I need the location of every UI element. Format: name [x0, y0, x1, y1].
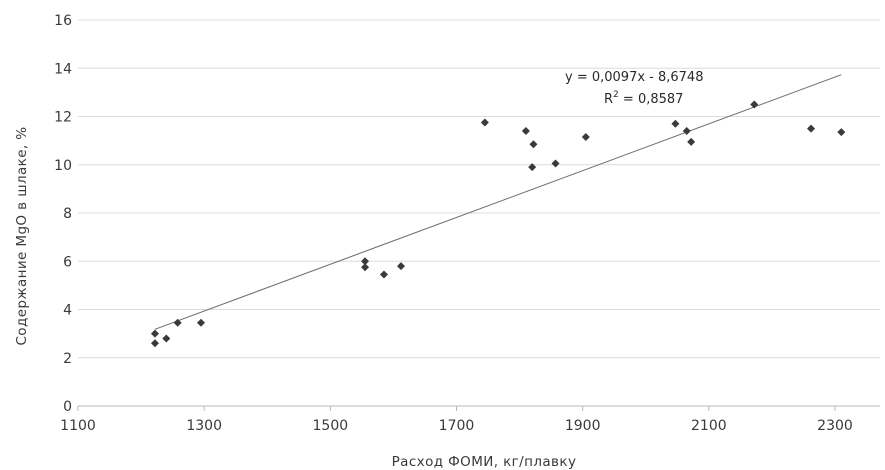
x-tick-label: 1100	[60, 418, 96, 434]
data-point	[528, 163, 537, 172]
x-tick-label: 2100	[691, 418, 727, 434]
x-tick-label: 1300	[186, 418, 222, 434]
trendline-group	[154, 74, 842, 330]
data-point	[521, 126, 530, 135]
data-point	[173, 318, 182, 327]
x-tick-label: 1700	[439, 418, 475, 434]
y-tick-label: 0	[63, 399, 72, 415]
x-tick-label: 1900	[565, 418, 601, 434]
data-point	[551, 159, 560, 168]
y-tick-label: 16	[54, 13, 72, 29]
data-point	[682, 126, 691, 135]
y-tick-label: 10	[54, 158, 72, 174]
data-point	[396, 262, 405, 271]
data-point	[687, 137, 696, 146]
r-squared-symbol: R	[604, 92, 613, 107]
r-squared-superscript: 2	[613, 90, 619, 100]
data-point	[150, 339, 159, 348]
y-tick-label: 6	[63, 254, 72, 270]
data-point	[750, 100, 759, 109]
tick-labels: 0 2 4 6 8 10 12 14 16 1100 1300 1500 1700 1900 2100 230…	[54, 13, 853, 434]
y-tick-label: 4	[63, 303, 72, 319]
data-point	[162, 334, 171, 343]
y-tick-label: 14	[54, 61, 72, 77]
r-squared-label: R2 = 0,8587	[604, 90, 683, 107]
data-point	[807, 124, 816, 133]
data-point	[361, 257, 370, 266]
x-tick-label: 2300	[817, 418, 853, 434]
y-tick-label: 12	[54, 110, 72, 126]
axes	[77, 405, 880, 411]
r-squared-value: = 0,8587	[619, 92, 684, 107]
data-point	[837, 128, 846, 137]
data-point	[581, 133, 590, 142]
y-axis-title: Содержание MgO в шлаке, %	[14, 126, 30, 345]
x-axis-title: Расход ФОМИ, кг/плавку	[392, 454, 577, 470]
data-point	[150, 329, 159, 338]
x-tick-label: 1500	[313, 418, 349, 434]
data-points	[150, 100, 846, 348]
trendline	[154, 74, 842, 330]
trendline-equation: y = 0,0097x - 8,6748	[565, 70, 703, 85]
data-point	[379, 270, 388, 279]
data-point	[361, 263, 370, 272]
data-point	[480, 118, 489, 127]
data-point	[671, 119, 680, 128]
y-tick-label: 2	[63, 351, 72, 367]
y-tick-label: 8	[63, 206, 72, 222]
grid	[78, 19, 880, 359]
data-point	[529, 140, 538, 149]
data-point	[197, 318, 206, 327]
